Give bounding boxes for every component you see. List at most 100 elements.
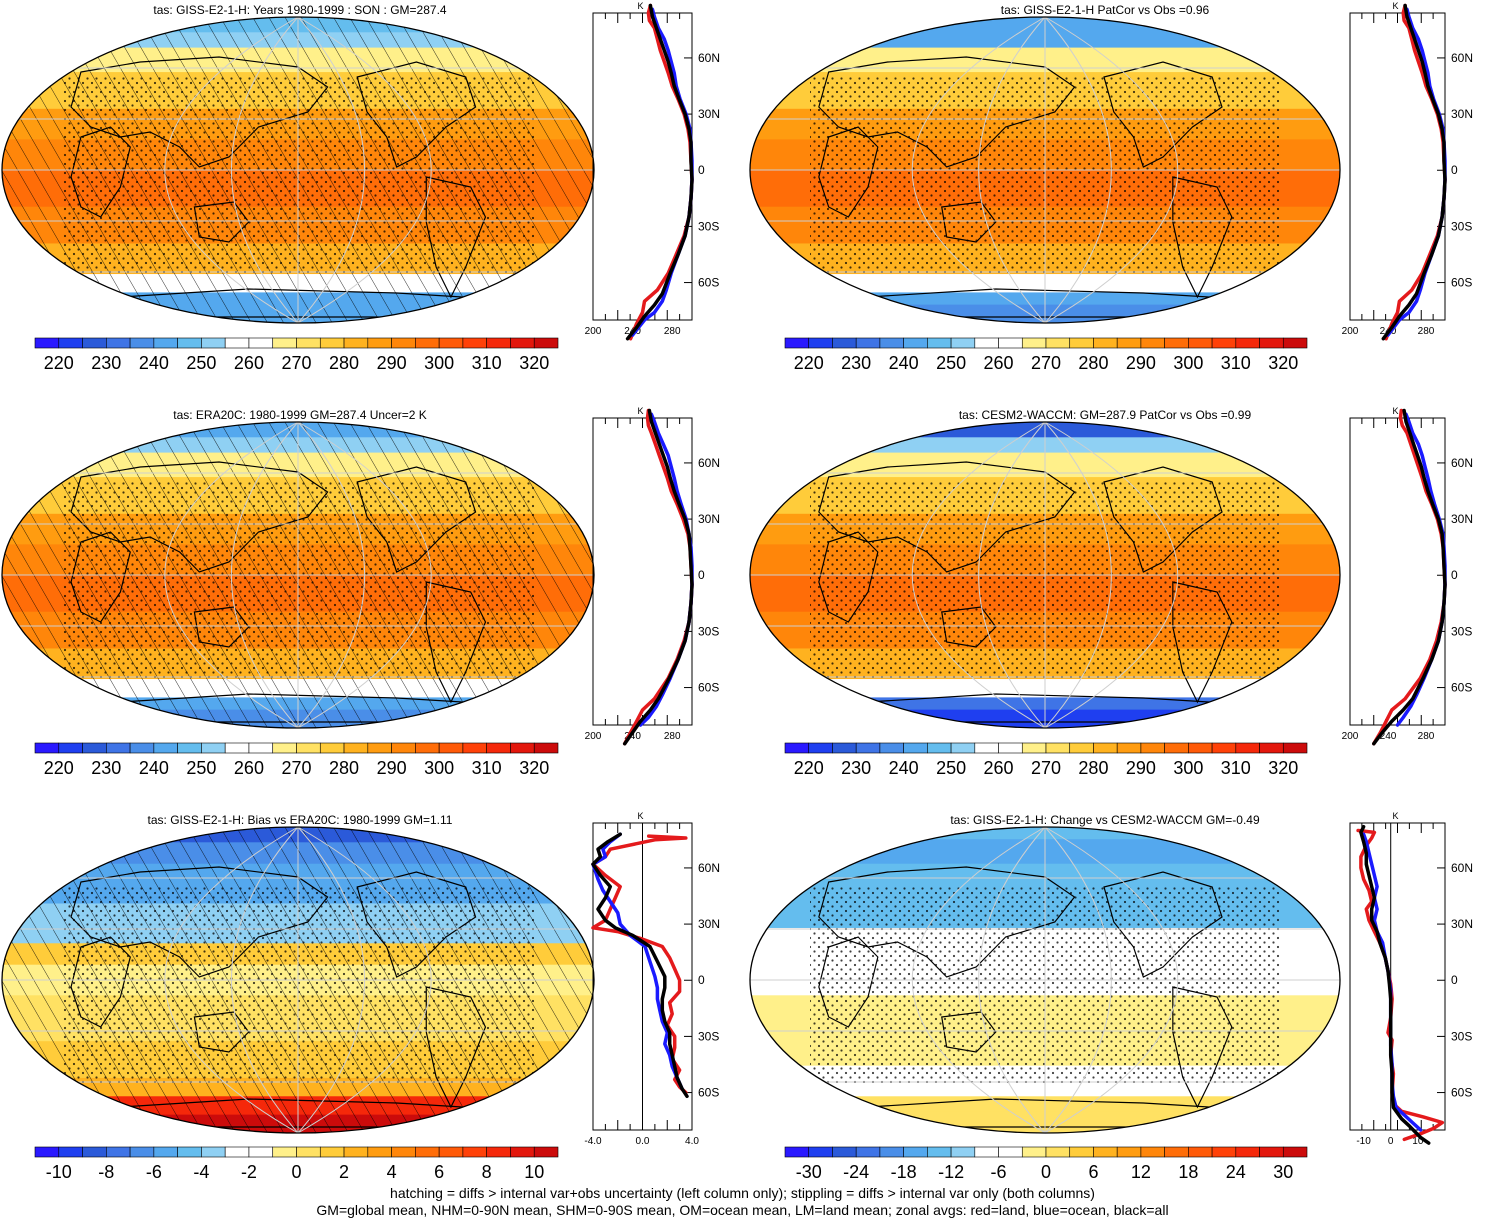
zonal-xtick-label: 200 — [585, 326, 602, 337]
colorbar-tick-label: 10 — [524, 1162, 544, 1182]
colorbar-bin — [855, 337, 881, 349]
zonal-lat-label: 60N — [1451, 456, 1473, 470]
graticule — [2, 421, 594, 729]
colorbar-bin — [343, 337, 369, 349]
graticule-meridian — [164, 16, 299, 324]
colorbar-tick-label: 290 — [377, 353, 407, 373]
colorbar-bin — [296, 337, 321, 349]
colorbar-bin — [462, 337, 487, 349]
colorbar-bin — [153, 742, 178, 754]
colorbar-bin — [129, 337, 155, 349]
zonal-lat-label: 30N — [1451, 107, 1473, 121]
colorbar-bin — [106, 742, 131, 754]
colorbar-bin — [903, 337, 928, 349]
graticule-meridian — [912, 826, 1046, 1134]
colorbar-bin — [462, 742, 487, 754]
colorbar-bin — [272, 742, 297, 754]
colorbar-bin — [1021, 337, 1047, 349]
colorbar-tick-label: 280 — [329, 758, 359, 778]
colorbar-bin — [34, 742, 60, 754]
colorbar-bin — [1140, 337, 1165, 349]
colorbar-bin — [998, 1146, 1023, 1158]
colorbar-bin — [343, 1146, 369, 1158]
colorbar-bin — [296, 1146, 321, 1158]
zonal-mean-plot: K 200 240 280 60N 30N 0 30S 60S — [585, 406, 720, 746]
colorbar-bin — [879, 1146, 904, 1158]
colorbar-tick-label: 6 — [1088, 1162, 1098, 1182]
zonal-frame — [1349, 822, 1446, 1131]
colorbar-tick-label: 300 — [424, 758, 454, 778]
graticule-meridian — [1044, 826, 1178, 1134]
colorbar-tick-label: 12 — [1131, 1162, 1151, 1182]
map-title: tas: GISS-E2-1-H: Bias vs ERA20C: 1980-1… — [148, 813, 453, 827]
colorbar-bin — [1164, 337, 1189, 349]
colorbar-tick-label: 0 — [291, 1162, 301, 1182]
colorbar-bin — [343, 742, 369, 754]
colorbar-tick-label: 270 — [281, 758, 311, 778]
colorbar-tick-label: -2 — [241, 1162, 257, 1182]
colorbar-bin — [391, 1146, 416, 1158]
colorbar: 220 230 240 250 260 270 280 290 300 310 320 — [784, 742, 1308, 778]
zonal-lat-label: 60S — [698, 681, 719, 695]
map-title: tas: GISS-E2-1-H PatCor vs Obs =0.96 — [1001, 3, 1210, 17]
colorbar-bin — [1259, 337, 1284, 349]
colorbar-bin — [950, 337, 976, 349]
colorbar-bin — [808, 742, 833, 754]
graticule-meridian — [230, 421, 299, 729]
colorbar-bin — [177, 742, 202, 754]
zonal-series-ocean — [591, 832, 684, 1091]
zonal-lat-label: 0 — [1451, 973, 1458, 987]
colorbar-bin — [391, 337, 416, 349]
colorbar-bin — [367, 1146, 392, 1158]
graticule-meridian — [297, 826, 366, 1134]
colorbar-bin — [438, 1146, 464, 1158]
colorbar-bin — [1282, 337, 1308, 349]
graticule — [750, 421, 1340, 729]
colorbar-tick-label: 4 — [387, 1162, 397, 1182]
colorbar-tick-label: 280 — [329, 353, 359, 373]
colorbar-bin — [129, 742, 155, 754]
colorbar-bin — [1045, 1146, 1071, 1158]
colorbar-bin — [224, 742, 250, 754]
zonal-series-all — [622, 408, 694, 746]
colorbar-bin — [319, 337, 345, 349]
colorbar-bin — [1211, 742, 1237, 754]
colorbar-bin — [808, 337, 833, 349]
graticule-meridian — [297, 16, 366, 324]
graticule-meridian — [978, 826, 1046, 1134]
zonal-xtick-label: 10 — [1412, 1136, 1424, 1147]
colorbar-bin — [82, 337, 107, 349]
zonal-lat-label: 0 — [698, 163, 705, 177]
panel-svg: tas: ERA20C: 1980-1999 GM=287.4 Uncer=2 … — [1, 406, 720, 778]
zonal-xtick-label: -10 — [1356, 1136, 1371, 1147]
colorbar-tick-label: 310 — [1221, 353, 1251, 373]
colorbar-bin — [1188, 1146, 1213, 1158]
zonal-lat-label: 60N — [1451, 861, 1473, 875]
graticule-meridian — [912, 421, 1046, 729]
zonal-lat-label: 60N — [698, 861, 720, 875]
map-title: tas: CESM2-WACCM: GM=287.9 PatCor vs Obs… — [959, 408, 1252, 422]
panel-gisse2-climatology: tas: GISS-E2-1-H: Years 1980-1999 : SON … — [0, 0, 760, 380]
colorbar-tick-label: 320 — [1268, 353, 1298, 373]
zonal-lat-label: 30N — [698, 512, 720, 526]
colorbar-bin — [201, 1146, 226, 1158]
zonal-xtick-label: 200 — [1342, 326, 1359, 337]
colorbar-tick-label: 2 — [339, 1162, 349, 1182]
colorbar-bin — [1069, 1146, 1094, 1158]
colorbar-bin — [248, 742, 274, 754]
colorbar-bin — [34, 337, 60, 349]
colorbar-bin — [106, 1146, 131, 1158]
zonal-lat-label: 0 — [1451, 163, 1458, 177]
colorbar-tick-label: -30 — [796, 1162, 822, 1182]
zonal-xtick-label: 280 — [664, 326, 681, 337]
graticule-meridian — [1044, 826, 1112, 1134]
zonal-lat-label: 30S — [1451, 1029, 1472, 1043]
colorbar-bin — [1164, 742, 1189, 754]
colorbar-bin — [1282, 742, 1308, 754]
panel-era20c-climatology: tas: ERA20C: 1980-1999 GM=287.4 Uncer=2 … — [0, 405, 760, 785]
colorbar-tick-label: 290 — [1126, 353, 1156, 373]
zonal-lat-label: 60N — [698, 456, 720, 470]
colorbar-bin — [1116, 742, 1142, 754]
colorbar-tick-label: 290 — [1126, 758, 1156, 778]
colorbar-tick-label: 310 — [472, 353, 502, 373]
